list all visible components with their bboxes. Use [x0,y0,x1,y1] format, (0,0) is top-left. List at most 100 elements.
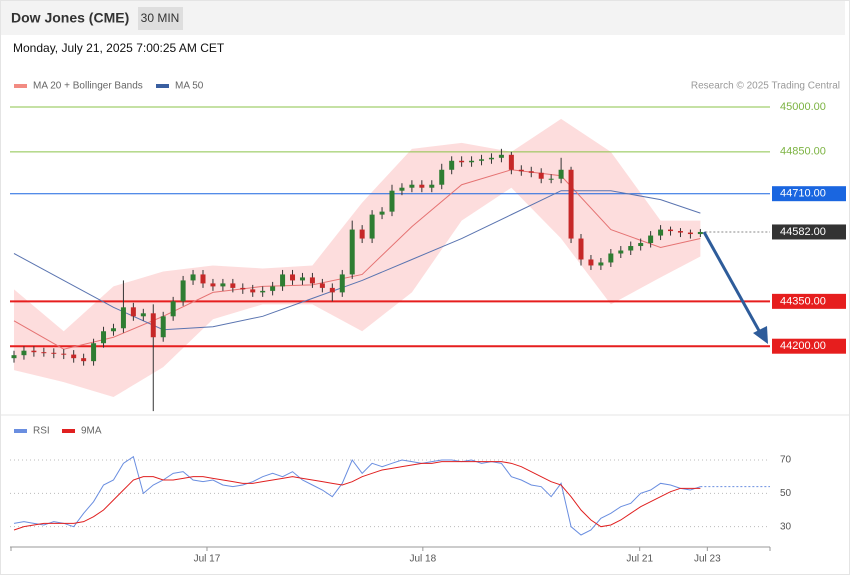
datetime: Monday, July 21, 2025 7:00:25 AM CET [13,41,225,55]
candle-body [687,232,693,235]
candle-body [548,178,554,180]
candle-body [498,154,504,158]
candle-body [120,307,126,329]
candle-body [638,243,644,247]
y-tick-label: 30 [780,521,792,532]
candle-body [459,160,465,163]
candle-body [697,231,703,235]
candle-body [508,154,514,170]
candle-body [21,350,27,356]
candle-body [309,277,315,284]
interval[interactable]: 30 MIN [141,11,180,25]
legend-label: MA 50 [175,81,204,92]
forecast-arrow [702,231,764,337]
copyright: Research © 2025 Trading Central [691,81,840,92]
candle-body [488,157,494,160]
candle-body [150,313,156,338]
candle-body [170,301,176,317]
moving-average [13,169,701,350]
candle-body [588,259,594,266]
level-label: 44350.00 [780,295,826,307]
candle-body [568,169,574,239]
moving-average [13,190,701,331]
level-label-box [772,338,846,354]
candle-body [110,328,116,332]
candle-body [299,277,305,281]
x-tick-label: Jul 23 [694,554,721,565]
candle-body [290,274,296,281]
candle-body [250,289,256,293]
legend-label: RSI [33,426,50,437]
candle-body [200,274,206,284]
level-label-box [772,224,846,240]
level-label-box [772,293,846,309]
candle-body [349,229,355,275]
legend-swatch [14,429,27,433]
candle-body [61,353,67,355]
candle-body [409,184,415,188]
candle-body [101,331,107,344]
legend-swatch [156,84,169,88]
candle-body [598,262,604,266]
candle-body [658,229,664,236]
x-tick-label: Jul 17 [194,554,221,565]
legend-swatch [62,429,75,433]
y-tick-label: 70 [780,455,792,466]
candle-body [339,274,345,293]
candle-body [419,184,425,188]
candle-body [379,211,385,215]
rsi-line [13,455,701,536]
candle-body [668,229,674,232]
candle-body [41,352,47,354]
candle-body [399,187,405,191]
candle-body [130,307,136,317]
candle-body [230,283,236,288]
candle-body [628,246,634,251]
candle-body [180,280,186,302]
candle-body [558,169,564,179]
candle-body [469,160,475,163]
price-panel: 45000.00 44850.00 44710.00 44582.00 44350.00… [10,81,846,412]
level-label: 44850.00 [780,146,826,158]
candle-body [479,159,485,161]
candle-body [518,169,524,172]
candle-body [648,235,654,244]
candle-body [220,283,226,287]
candle-body [329,287,335,293]
candle-body [618,250,624,254]
candle-body [359,229,365,239]
candle-body [160,316,166,338]
candle-body [31,350,37,353]
x-tick-label: Jul 18 [409,554,436,565]
bollinger-band [14,118,701,398]
candle-body [449,160,455,170]
y-tick-label: 50 [780,488,792,499]
rsi-line [13,461,701,531]
candle-body [270,286,276,291]
candle-body [190,274,196,281]
candle-body [439,169,445,185]
rsi-panel: 30 50 70 Jul 17 Jul 18 Jul 21 Jul 23 RSI 9MA [10,426,792,565]
candle-body [51,352,57,354]
candle-body [240,287,246,290]
legend-swatch [14,84,27,88]
forecast-arrowhead [753,326,768,344]
candle-body [210,283,216,287]
candle-body [319,283,325,288]
level-label: 44710.00 [780,188,826,200]
x-tick-label: Jul 21 [626,554,653,565]
candle-body [429,184,435,188]
level-label: 44200.00 [780,340,826,352]
interval-box[interactable] [138,7,183,30]
legend-label: MA 20 + Bollinger Bands [33,81,143,92]
candle-body [140,313,146,317]
level-label: 44582.00 [780,226,826,238]
legend-label: 9MA [81,426,102,437]
candle-body [81,358,87,362]
candle-body [369,214,375,239]
candle-body [11,355,17,359]
level-label: 45000.00 [780,101,826,113]
candle-body [528,171,534,173]
candle-body [389,190,395,212]
